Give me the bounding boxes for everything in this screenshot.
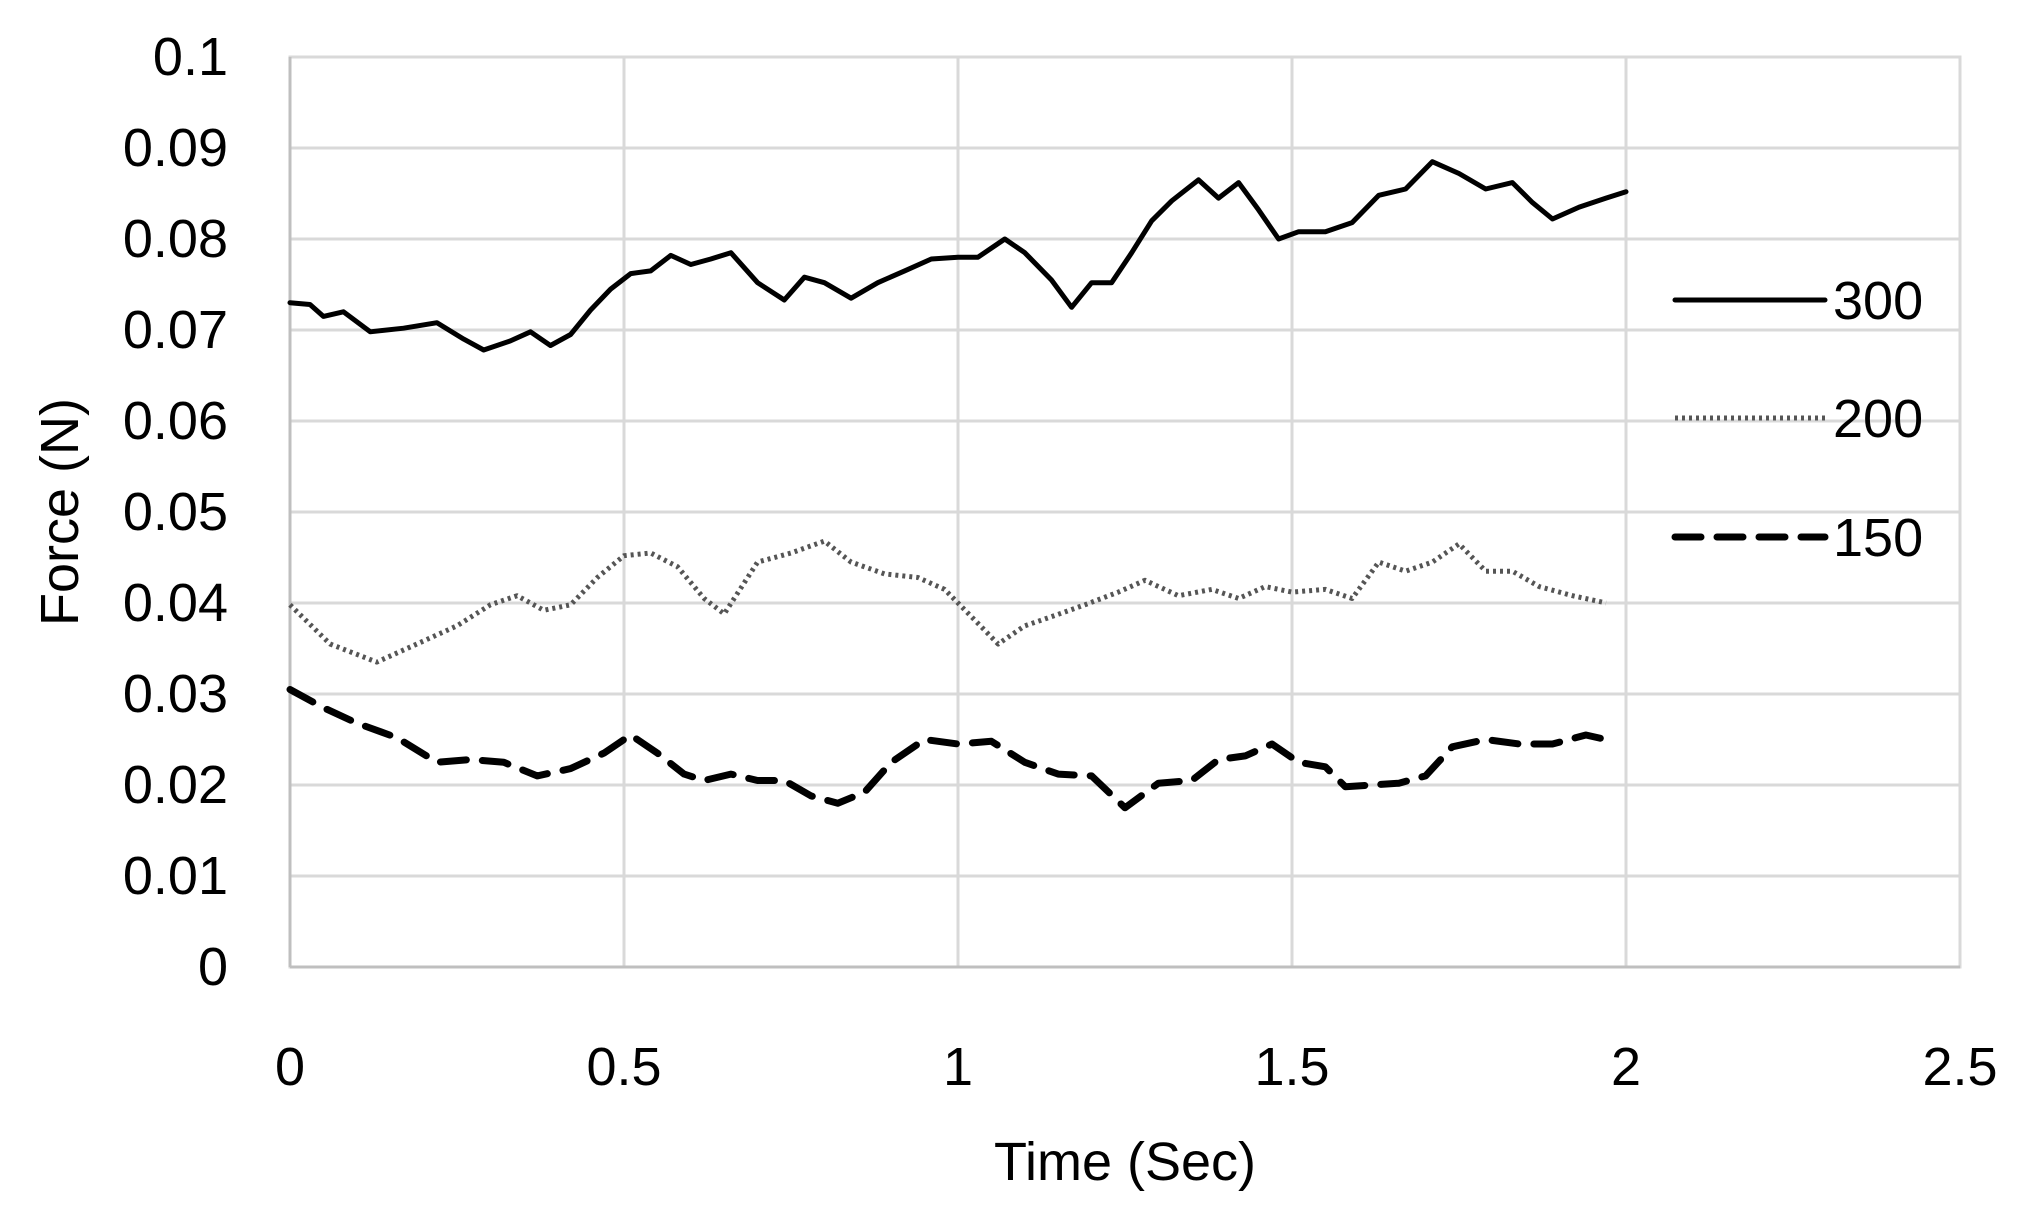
y-tick-label: 0.04 (123, 573, 228, 633)
y-tick-label: 0.09 (123, 118, 228, 178)
legend-label-200: 200 (1833, 389, 1923, 449)
y-tick-label: 0.03 (123, 664, 228, 724)
legend-label-300: 300 (1833, 271, 1923, 331)
y-tick-label: 0.1 (153, 27, 228, 87)
y-tick-label: 0 (198, 937, 228, 997)
x-tick-label: 0 (275, 1037, 305, 1097)
x-tick-label: 2.5 (1922, 1037, 1997, 1097)
legend-label-150: 150 (1833, 508, 1923, 568)
y-tick-label: 0.05 (123, 482, 228, 542)
y-tick-label: 0.06 (123, 391, 228, 451)
grid (288, 55, 1962, 969)
y-tick-label: 0.02 (123, 755, 228, 815)
x-tick-label: 1 (943, 1037, 973, 1097)
series-line-200 (288, 538, 1607, 665)
y-tick-label: 0.08 (123, 209, 228, 269)
x-tick-label: 0.5 (586, 1037, 661, 1097)
x-tick-labels: 0 0.5 1 1.5 2 2.5 (275, 1037, 1998, 1097)
y-axis-title: Force (N) (30, 398, 90, 626)
x-axis-title: Time (Sec) (994, 1132, 1256, 1192)
x-tick-label: 1.5 (1254, 1037, 1329, 1097)
legend: 300 200 150 (1671, 271, 1923, 568)
series-layer (286, 159, 1629, 812)
series-line-150 (286, 686, 1610, 812)
y-tick-labels: 0 0.01 0.02 0.03 0.04 0.05 0.06 0.07 0.08 0.09 0.1 (123, 27, 228, 997)
y-tick-label: 0.07 (123, 300, 228, 360)
series-line-300 (287, 159, 1629, 353)
x-tick-label: 2 (1611, 1037, 1641, 1097)
y-tick-label: 0.01 (123, 846, 228, 906)
